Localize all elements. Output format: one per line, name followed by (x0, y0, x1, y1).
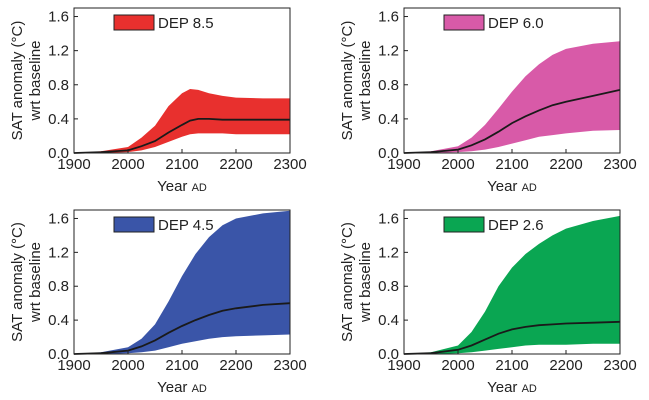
x-tick-label: 2300 (273, 156, 306, 173)
x-tick-label: 2000 (441, 357, 474, 374)
x-tick-label: 1900 (387, 156, 420, 173)
mean-line (403, 320, 621, 355)
legend-swatch (443, 216, 485, 233)
y-tick-label: 0.0 (48, 346, 69, 363)
y-tick-label: 0.4 (48, 312, 69, 329)
y-axis-label-line-2: wrt baseline (27, 242, 44, 323)
y-tick-label: 1.2 (378, 244, 399, 261)
x-axis-label: Year AD (487, 379, 537, 396)
chart-panel-3: 1900 2000 2100 2200 2300 0.0 0.4 0.8 1.2 1.6 Year … (9, 209, 307, 396)
y-tick-label: 0.8 (48, 278, 69, 295)
y-axis-label-line-2: wrt baseline (27, 40, 44, 121)
mean-line (73, 118, 290, 154)
x-tick-label: 2100 (165, 156, 198, 173)
uncertainty-band (74, 89, 290, 153)
x-axis-label: Year AD (157, 379, 207, 396)
x-tick-label: 1900 (57, 357, 90, 374)
y-axis-label: SAT anomaly (°C) (9, 222, 26, 342)
y-tick-label: 1.6 (48, 9, 69, 26)
y-axis-label: SAT anomaly (°C) (9, 21, 26, 141)
chart-panel-4: 1900 2000 2100 2200 2300 0.0 0.4 0.8 1.2 1.6 Year … (339, 209, 637, 396)
y-axis-label: SAT anomaly (°C) (339, 21, 356, 141)
y-tick-label: 0.0 (378, 346, 399, 363)
y-tick-label: 1.6 (378, 9, 399, 26)
y-axis-label: SAT anomaly (°C) (339, 222, 356, 342)
y-tick-label: 1.6 (378, 210, 399, 227)
x-tick-label: 2300 (603, 156, 636, 173)
x-tick-label: 2100 (495, 156, 528, 173)
y-tick-label: 1.2 (48, 43, 69, 60)
y-tick-label: 0.8 (48, 77, 69, 94)
y-tick-label: 0.4 (378, 312, 399, 329)
y-tick-label: 0.8 (378, 278, 399, 295)
x-tick-label: 2300 (603, 357, 636, 374)
uncertainty-band (404, 215, 620, 354)
x-tick-label: 1900 (57, 156, 90, 173)
y-tick-label: 0.0 (48, 145, 69, 162)
uncertainty-band (404, 41, 620, 153)
x-tick-label: 2200 (549, 156, 582, 173)
y-tick-label: 0.4 (48, 111, 69, 128)
chart-panel-2: 1900 2000 2100 2200 2300 0.0 0.4 0.8 1.2 1.6 Year … (339, 7, 637, 195)
x-tick-label: 2200 (219, 357, 252, 374)
legend-label: DEP 6.0 (488, 15, 544, 32)
legend-swatch (113, 216, 155, 233)
y-axis-label-line-2: wrt baseline (357, 242, 374, 323)
y-tick-label: 1.2 (378, 43, 399, 60)
x-axis-label: Year AD (157, 178, 207, 195)
y-tick-label: 1.6 (48, 210, 69, 227)
legend-label: DEP 8.5 (158, 15, 214, 32)
chart-panel-1: 1900 2000 2100 2200 2300 0.0 0.4 0.8 1.2 1.6 Year … (9, 7, 307, 195)
legend-label: DEP 2.6 (488, 217, 544, 234)
x-tick-label: 2200 (219, 156, 252, 173)
x-tick-label: 1900 (387, 357, 420, 374)
y-axis-label-line-2: wrt baseline (357, 40, 374, 121)
legend-swatch (113, 14, 155, 31)
x-tick-label: 2000 (111, 357, 144, 374)
legend-swatch (443, 14, 485, 31)
x-tick-label: 2100 (165, 357, 198, 374)
x-tick-label: 2000 (111, 156, 144, 173)
legend-label: DEP 4.5 (158, 217, 214, 234)
x-tick-label: 2100 (495, 357, 528, 374)
y-tick-label: 1.2 (48, 244, 69, 261)
y-tick-label: 0.4 (378, 111, 399, 128)
y-tick-label: 0.0 (378, 145, 399, 162)
y-tick-label: 0.8 (378, 77, 399, 94)
x-tick-label: 2200 (549, 357, 582, 374)
x-axis-label: Year AD (487, 178, 537, 195)
x-tick-label: 2300 (273, 357, 306, 374)
uncertainty-band (74, 210, 290, 354)
x-tick-label: 2000 (441, 156, 474, 173)
